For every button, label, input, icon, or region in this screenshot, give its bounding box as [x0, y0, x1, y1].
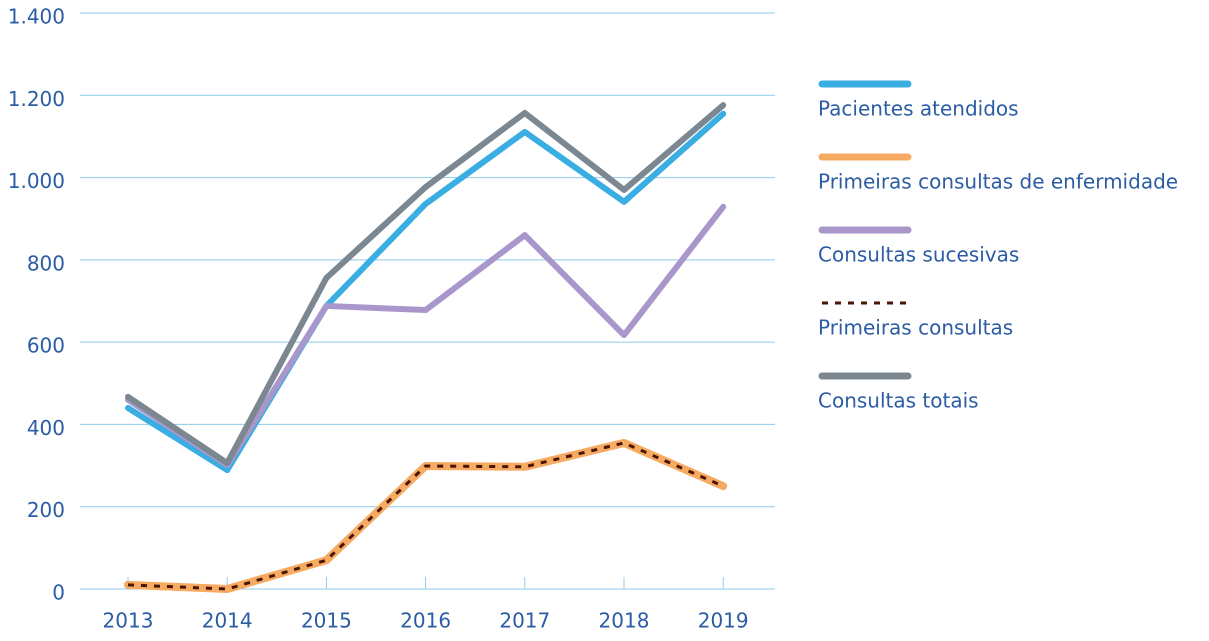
- x-tick-label: 2017: [499, 609, 550, 633]
- y-tick-label: 1.200: [8, 87, 65, 111]
- legend-label: Primeiras consultas de enfermidade: [818, 170, 1178, 194]
- y-tick-label: 1.000: [8, 169, 65, 193]
- legend-label: Consultas totais: [818, 389, 979, 413]
- x-tick-label: 2019: [698, 609, 749, 633]
- series-line: [125, 203, 727, 469]
- y-tick-label: 1.400: [8, 5, 65, 29]
- y-tick-label: 200: [27, 498, 65, 522]
- x-tick-label: 2016: [400, 609, 451, 633]
- x-tick-label: 2018: [599, 609, 650, 633]
- legend-label: Pacientes atendidos: [818, 97, 1019, 121]
- series-line: [127, 441, 724, 591]
- y-tick-label: 600: [27, 334, 65, 358]
- y-tick-label: 400: [27, 416, 65, 440]
- series-line: [125, 110, 727, 474]
- x-tick-label: 2013: [103, 609, 154, 633]
- x-tick-label: 2014: [202, 609, 253, 633]
- legend-label: Primeiras consultas: [818, 316, 1013, 340]
- x-tick-label: 2015: [301, 609, 352, 633]
- legend-label: Consultas sucesivas: [818, 243, 1019, 267]
- series-line: [125, 102, 727, 467]
- y-tick-label: 800: [27, 251, 65, 275]
- y-tick-label: 0: [52, 581, 65, 605]
